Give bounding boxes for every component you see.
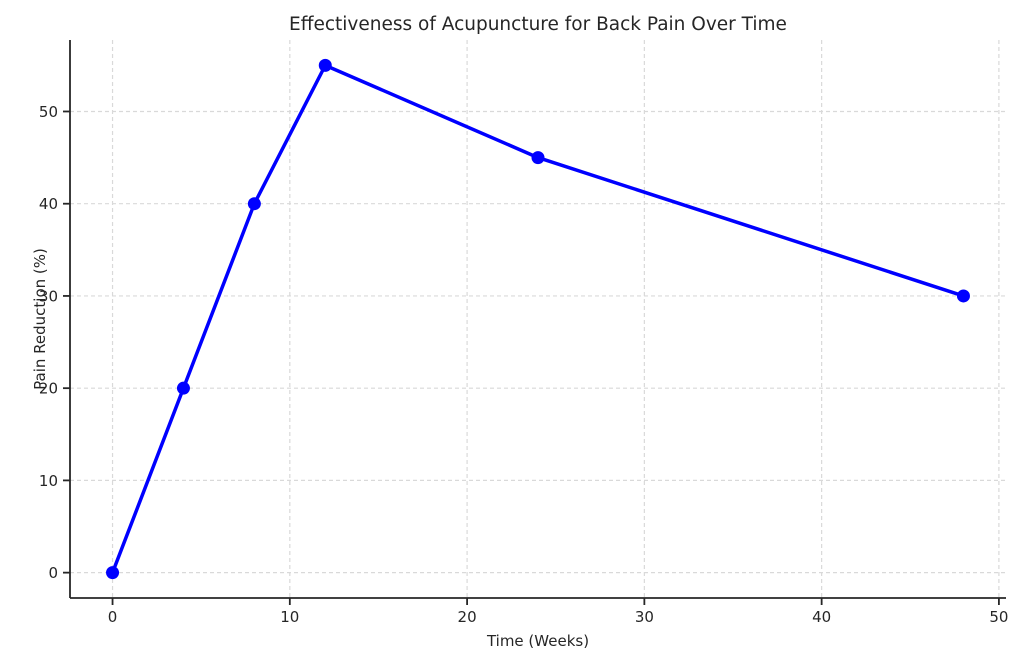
data-point-marker — [176, 381, 190, 395]
data-series — [106, 58, 970, 580]
data-point-marker — [531, 151, 545, 165]
y-tick-label: 40 — [39, 195, 58, 213]
x-tick-label: 50 — [989, 608, 1008, 626]
y-tick-label: 30 — [39, 287, 58, 305]
y-tick-label: 20 — [39, 380, 58, 398]
x-axis-label: Time (Weeks) — [486, 632, 589, 650]
data-point-marker — [106, 566, 120, 580]
axis-spines — [69, 40, 1006, 599]
y-tick-label: 0 — [48, 564, 58, 582]
x-tick-label: 10 — [280, 608, 299, 626]
data-point-marker — [318, 58, 332, 72]
chart-title: Effectiveness of Acupuncture for Back Pa… — [289, 14, 787, 35]
series-line — [110, 63, 966, 575]
y-tick-label: 10 — [39, 472, 58, 490]
y-tick-label: 50 — [39, 103, 58, 121]
data-point-marker — [247, 197, 261, 211]
axis-ticks: 0 10 20 30 40 50 0 10 20 30 40 50 — [39, 103, 1009, 626]
data-point-marker — [956, 289, 970, 303]
x-tick-label: 0 — [108, 608, 118, 626]
x-tick-label: 20 — [458, 608, 477, 626]
y-axis-label: Pain Reduction (%) — [31, 248, 49, 390]
x-tick-label: 40 — [812, 608, 831, 626]
grid-lines — [70, 40, 1006, 598]
x-tick-label: 30 — [635, 608, 654, 626]
